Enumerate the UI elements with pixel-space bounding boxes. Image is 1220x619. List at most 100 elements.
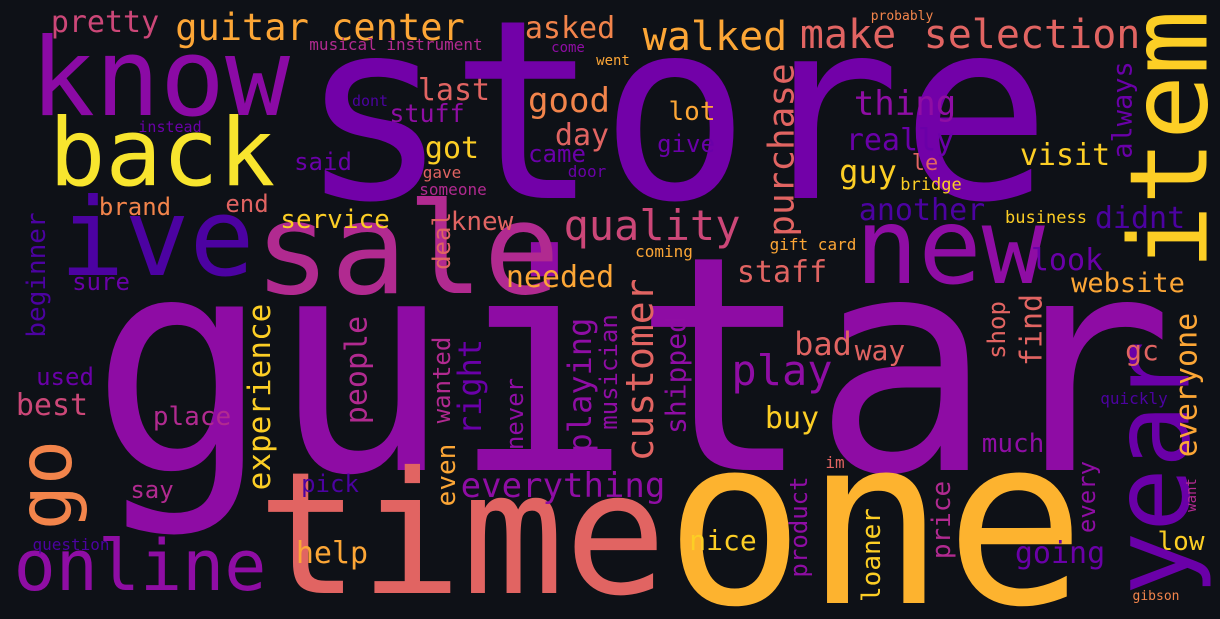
- word: product: [785, 476, 813, 577]
- word: someone: [419, 180, 486, 199]
- word: pretty: [51, 5, 159, 40]
- word: instead: [138, 118, 201, 136]
- word: coming: [635, 242, 693, 261]
- word: one: [665, 387, 1086, 619]
- word: even: [432, 444, 462, 507]
- word: customer: [618, 278, 662, 461]
- word: beginner: [22, 212, 52, 337]
- word: wanted: [428, 337, 456, 424]
- word: another: [859, 193, 985, 228]
- word: look: [1031, 243, 1103, 278]
- word: im: [825, 453, 844, 472]
- word: gave: [423, 163, 462, 182]
- word: used: [36, 363, 94, 391]
- word: got: [425, 131, 479, 166]
- word: business: [1005, 208, 1087, 228]
- word: question: [32, 535, 109, 554]
- word: online: [14, 525, 267, 607]
- word: find: [1015, 294, 1050, 366]
- word: store: [299, 0, 1052, 257]
- word: website: [1071, 268, 1185, 299]
- word: quickly: [1100, 389, 1168, 408]
- word: le: [912, 151, 939, 176]
- word: door: [568, 162, 607, 181]
- word: give: [657, 130, 715, 158]
- word: guy: [839, 153, 897, 191]
- word: make: [800, 12, 896, 58]
- word: service: [280, 205, 390, 235]
- word: probably: [871, 9, 934, 24]
- word: dont: [352, 92, 388, 110]
- word: loaner: [857, 508, 887, 602]
- word: pick: [301, 470, 359, 498]
- word: lot: [669, 97, 716, 127]
- word: know: [30, 16, 291, 141]
- word: everyone: [1170, 313, 1205, 458]
- word: people: [340, 316, 375, 424]
- word: said: [294, 148, 352, 176]
- word: brand: [99, 193, 171, 221]
- word: guitar center: [175, 6, 465, 49]
- word: new: [855, 186, 1045, 308]
- word: last: [418, 73, 490, 108]
- word: say: [130, 476, 173, 504]
- word: thing: [854, 84, 956, 124]
- word: best: [16, 388, 88, 423]
- word: selection: [924, 12, 1141, 58]
- word: item: [1108, 10, 1220, 270]
- word: shipped: [660, 316, 693, 434]
- word: guitar: [90, 192, 1174, 541]
- word: go: [1, 440, 89, 530]
- word: good: [528, 81, 610, 121]
- word: purchase: [762, 63, 803, 236]
- word: want: [1184, 478, 1200, 512]
- word: low: [1158, 527, 1205, 557]
- word: nice: [689, 524, 756, 557]
- word: never: [501, 378, 529, 450]
- word: stuff: [389, 99, 464, 128]
- word: quality: [563, 201, 740, 250]
- word: way: [855, 334, 906, 367]
- word: always: [1108, 61, 1139, 159]
- word: shop: [983, 301, 1011, 359]
- word: staff: [737, 255, 827, 290]
- word: end: [225, 190, 268, 218]
- word: playing: [561, 318, 599, 453]
- word: gibson: [1133, 589, 1180, 604]
- word: gift card: [770, 235, 857, 254]
- word: play: [731, 346, 832, 395]
- word: everything: [461, 466, 666, 506]
- word: help: [296, 536, 368, 571]
- word: knew: [451, 207, 514, 237]
- word: every: [1073, 461, 1101, 533]
- word: went: [596, 53, 630, 69]
- word: much: [982, 429, 1045, 459]
- word: going: [1015, 536, 1105, 571]
- word: visit: [1020, 138, 1110, 173]
- word: walked: [643, 14, 788, 60]
- word: sure: [72, 268, 130, 296]
- word: gc: [1125, 334, 1159, 367]
- word: didnt: [1095, 201, 1185, 236]
- word: bridge: [900, 175, 961, 195]
- word: ive: [59, 176, 254, 301]
- word: sale: [254, 175, 560, 323]
- word: needed: [506, 260, 614, 295]
- word: year: [1091, 340, 1214, 595]
- word: asked: [525, 11, 615, 46]
- word: back: [49, 99, 275, 208]
- word: musician: [595, 314, 623, 430]
- word: time: [257, 436, 666, 619]
- word: place: [153, 402, 231, 432]
- word: day: [555, 118, 609, 153]
- word: came: [528, 140, 586, 168]
- word: come: [551, 40, 585, 56]
- word: bad: [794, 325, 852, 363]
- word: deal: [428, 212, 456, 270]
- word: price: [927, 481, 957, 559]
- word: experience: [242, 304, 278, 491]
- word: musical instrument: [309, 35, 482, 54]
- word: buy: [765, 401, 819, 436]
